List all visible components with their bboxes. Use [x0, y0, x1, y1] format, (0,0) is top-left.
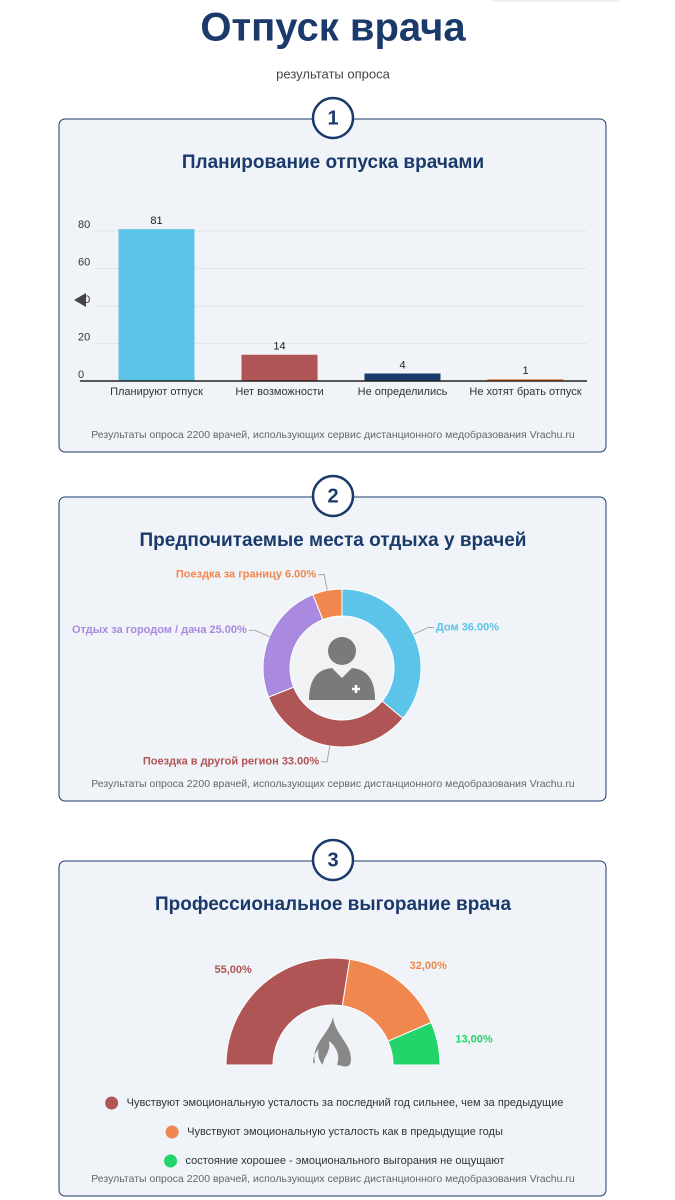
chart-note: Результаты опроса 2200 врачей, использую… [91, 778, 575, 790]
carousel-arrow [74, 293, 86, 307]
icon-bg [296, 622, 388, 714]
card-badge [311, 474, 355, 518]
y-tick-label: 80 [78, 219, 90, 231]
legend-label: Чувствуют эмоциональную усталость за пос… [127, 1097, 564, 1109]
data-label: 14 [273, 341, 285, 353]
x-tick-label: Нет возможности [235, 386, 323, 398]
data-label: 4 [399, 359, 405, 371]
data-label: Поездка за границу 6.00% [176, 569, 317, 581]
bar [487, 379, 564, 381]
legend-swatch [164, 1154, 178, 1168]
x-tick-label: Планируют отпуск [110, 386, 203, 398]
leader-line [248, 629, 270, 637]
chart-note: Результаты опроса 2200 врачей, использую… [91, 1173, 575, 1185]
data-label: Отдых за городом / дача 25.00% [72, 624, 247, 636]
card-badge [311, 838, 355, 882]
page-title: Отпуск врача [200, 6, 466, 50]
data-label: 13,00% [455, 1034, 493, 1046]
icon-cross [352, 685, 360, 693]
gauge-segment [387, 1021, 441, 1066]
chart-title: Предпочитаемые места отдыха у врачей [139, 530, 526, 551]
icon-body [309, 668, 375, 700]
chart-title: Планирование отпуска врачами [182, 152, 484, 173]
chart-note: Результаты опроса 2200 врачей, использую… [91, 429, 575, 441]
bar [364, 373, 441, 381]
data-label: 81 [150, 215, 162, 227]
data-label: 32,00% [410, 960, 448, 972]
bar [241, 354, 318, 381]
bar [118, 229, 195, 381]
fire-icon [313, 1017, 351, 1067]
y-tick-label: 20 [78, 331, 90, 343]
icon-head [328, 637, 356, 665]
data-label: 55,00% [215, 964, 253, 976]
y-tick-label: 60 [78, 256, 90, 268]
data-label: Дом 36.00% [436, 621, 499, 633]
page-subtitle: результаты опроса [276, 66, 390, 81]
pie-segment [267, 686, 404, 748]
legend-swatch [105, 1096, 119, 1110]
card-number: 2 [327, 485, 338, 507]
x-tick-label: Не хотят брать отпуск [469, 386, 581, 398]
decor [490, 0, 620, 2]
legend-swatch [165, 1125, 179, 1139]
gauge-segment [225, 957, 351, 1066]
x-tick-label: Не определились [358, 386, 448, 398]
doctor-icon [309, 637, 375, 700]
pie-segment [312, 588, 343, 621]
card-number: 3 [327, 849, 338, 871]
card-number: 1 [327, 107, 338, 129]
legend-label: состояние хорошее - эмоционального выгор… [186, 1155, 505, 1167]
y-tick-label: 0 [78, 369, 84, 381]
pie-segment [341, 588, 422, 720]
leader-line [321, 745, 331, 763]
data-label: Поездка в другой регион 33.00% [143, 756, 319, 768]
leader-line [318, 574, 328, 591]
data-label: 1 [522, 365, 528, 377]
leader-line [413, 627, 434, 635]
chart-title: Профессиональное выгорание врача [155, 894, 511, 915]
legend-label: Чувствуют эмоциональную усталость как в … [187, 1126, 503, 1138]
card-badge [311, 96, 355, 140]
